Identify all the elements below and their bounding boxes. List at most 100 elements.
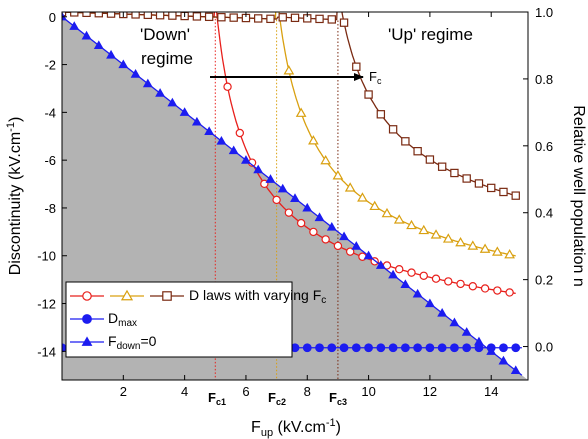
point-marker	[327, 15, 336, 24]
point-marker	[406, 219, 417, 230]
y-left-tick-label: -10	[37, 249, 56, 264]
point-marker	[332, 170, 344, 180]
point-marker	[401, 137, 410, 146]
point-marker	[223, 82, 232, 91]
point-marker	[425, 155, 435, 164]
down-regime-label-1: 'Down'	[140, 25, 190, 44]
point-marker	[393, 214, 405, 224]
point-marker	[479, 243, 491, 253]
point-marker	[407, 268, 416, 277]
legend-label-fdown: Fdown=0	[108, 333, 157, 352]
point-marker	[375, 260, 386, 269]
point-marker	[442, 233, 454, 243]
x-tick-label: 8	[304, 384, 311, 399]
point-marker	[212, 0, 219, 2]
point-marker	[468, 282, 478, 291]
up-regime-label: 'Up' regime	[388, 25, 473, 44]
point-marker	[106, 49, 116, 59]
y-left-tick-label: -8	[44, 201, 56, 216]
point-marker	[430, 229, 442, 239]
y-axis-right-title: Relative well population n	[570, 105, 587, 286]
critical-field-lines	[214, 18, 339, 380]
point-marker	[376, 343, 386, 353]
point-marker	[191, 116, 202, 126]
point-marker	[106, 12, 116, 18]
point-marker	[314, 212, 325, 222]
point-marker	[290, 193, 300, 202]
point-marker	[142, 78, 153, 88]
point-marker	[381, 207, 393, 218]
point-marker	[511, 343, 521, 353]
point-marker	[333, 241, 343, 251]
point-marker	[265, 174, 276, 183]
point-marker	[339, 343, 349, 353]
y-right-tick-label: 1.0	[535, 5, 553, 20]
point-marker	[511, 191, 520, 200]
x-tick-label: 6	[242, 384, 249, 399]
y-left-tick-label: -2	[44, 58, 56, 73]
point-marker	[253, 164, 264, 174]
point-marker	[357, 192, 368, 202]
point-marker	[455, 236, 466, 247]
point-marker	[81, 30, 92, 40]
point-marker	[118, 59, 129, 69]
point-marker	[309, 227, 318, 237]
y-left-tick-label: -12	[37, 297, 56, 312]
point-marker	[266, 14, 275, 24]
point-marker	[462, 343, 472, 353]
point-marker	[283, 65, 295, 75]
point-marker	[413, 343, 423, 353]
y-left-tick-label: -4	[44, 105, 56, 120]
point-marker	[82, 314, 92, 324]
point-marker	[504, 249, 515, 259]
point-marker	[167, 97, 178, 107]
point-marker	[228, 145, 239, 155]
point-marker	[474, 179, 484, 188]
point-marker	[235, 128, 245, 138]
point-marker	[254, 14, 263, 23]
point-marker	[204, 12, 214, 22]
point-marker	[437, 343, 447, 353]
point-marker	[296, 218, 306, 228]
point-marker	[295, 107, 307, 117]
point-marker	[400, 279, 411, 288]
point-marker	[491, 246, 503, 256]
point-marker	[320, 154, 332, 165]
point-marker	[277, 183, 288, 193]
point-marker	[486, 346, 497, 355]
point-marker	[315, 343, 324, 353]
point-marker	[308, 135, 319, 145]
point-marker	[131, 12, 140, 19]
point-marker	[450, 168, 459, 178]
y-right-tick-label: 0.0	[535, 340, 553, 355]
point-marker	[450, 343, 459, 353]
legend-symbols	[70, 289, 184, 346]
x-tick-label: 2	[120, 384, 127, 399]
point-marker	[456, 279, 465, 289]
point-marker	[461, 327, 472, 336]
x-tick-label: 14	[484, 384, 498, 399]
legend: D laws with varying Fc Dmax Fdown=0	[65, 281, 326, 358]
point-marker	[82, 291, 92, 301]
point-marker	[351, 343, 361, 353]
point-marker	[327, 343, 337, 353]
point-marker	[437, 162, 447, 171]
point-marker	[444, 277, 453, 286]
point-marker	[487, 183, 496, 193]
point-marker	[510, 365, 521, 375]
point-marker	[388, 343, 398, 353]
point-marker	[474, 336, 484, 346]
point-marker	[499, 187, 508, 197]
point-marker	[351, 241, 362, 250]
point-marker	[217, 13, 226, 22]
axis-ticks: 2 4 6 8 10 12 14 0 -2 -4 -6 -8 -10 -12 -14 1.0 0.8 0.6 0.4…	[37, 5, 553, 399]
y-right-tick-label: 0.8	[535, 72, 553, 87]
point-marker	[424, 298, 435, 308]
point-marker	[363, 250, 374, 260]
x-tick-label: 12	[423, 384, 437, 399]
point-marker	[388, 269, 399, 279]
point-marker	[315, 14, 324, 24]
point-marker	[81, 336, 93, 346]
fc2-label: Fc2	[268, 390, 286, 407]
point-marker	[155, 12, 165, 20]
